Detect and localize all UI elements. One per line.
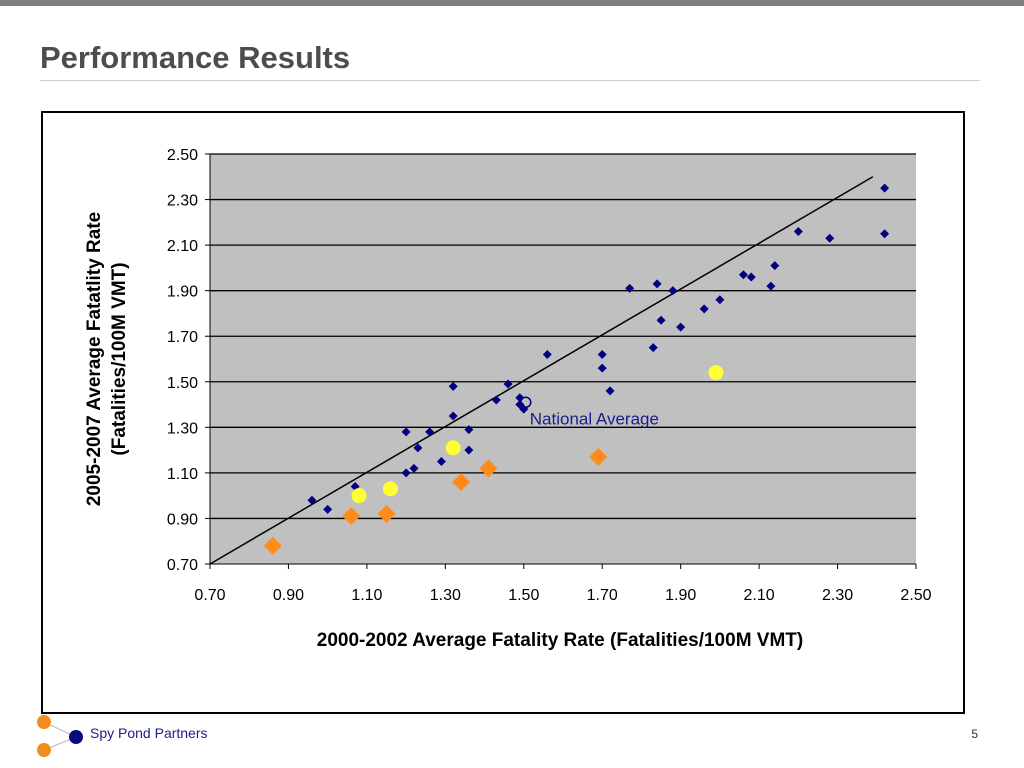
data-point-state [597, 349, 607, 359]
data-point-state [793, 226, 803, 236]
data-point-state [880, 229, 890, 239]
data-point-state [515, 400, 525, 410]
data-point-orange [263, 536, 282, 555]
data-point-state [699, 304, 709, 314]
data-points [263, 183, 890, 555]
data-point-state [448, 381, 458, 391]
scatter-chart: 0.70 0.90 1.10 1.30 1.50 1.70 1.90 2.10 2.30 2.50… [84, 147, 932, 651]
data-point-state [766, 281, 776, 291]
logo-orange-dot-top [37, 715, 51, 729]
x-axis-title: 2000-2002 Average Fatality Rate (Fatalit… [317, 630, 803, 651]
y-tick-label: 1.10 [167, 466, 198, 483]
data-point-state [464, 425, 474, 435]
x-tick-label: 2.50 [900, 587, 931, 604]
data-point-yellow [382, 481, 398, 497]
data-point-state [676, 322, 686, 332]
data-point-state [515, 393, 525, 403]
data-point-yellow [708, 365, 724, 381]
y-tick-labels: 0.70 0.90 1.10 1.30 1.50 1.70 1.90 2.10 2.30 2.50 [167, 147, 198, 574]
data-point-state [652, 279, 662, 289]
logo-navy-dot [69, 730, 83, 744]
data-point-state [597, 363, 607, 373]
company-name: Spy Pond Partners [90, 725, 208, 741]
national-average-marker [520, 396, 532, 409]
y-axis-title-line-1: 2005-2007 Average Fatatlity Rate [84, 212, 105, 506]
reference-line [209, 176, 874, 565]
grid-lines [210, 153, 916, 520]
top-bar [0, 0, 1024, 6]
data-point-state [770, 261, 780, 271]
data-point-state [491, 395, 501, 405]
page-number: 5 [971, 727, 978, 741]
x-tick-label: 0.70 [194, 587, 225, 604]
data-point-state [425, 427, 435, 437]
data-point-orange [377, 504, 396, 523]
x-tick-label: 1.70 [587, 587, 618, 604]
data-point-state [401, 427, 411, 437]
data-point-state [668, 286, 678, 296]
data-point-state [401, 468, 411, 478]
data-point-orange [342, 507, 361, 526]
company-logo [37, 715, 83, 757]
y-tick-label: 0.90 [167, 511, 198, 528]
data-point-state [625, 283, 635, 293]
data-point-orange [452, 473, 471, 491]
x-tick-label: 1.50 [508, 587, 539, 604]
data-point-state [464, 445, 474, 455]
y-axis-title-line-2: (Fatalities/100M VMT) [109, 262, 130, 455]
x-tick-label: 0.90 [273, 587, 304, 604]
axes [205, 153, 917, 569]
y-tick-label: 0.70 [167, 557, 198, 574]
data-point-state [880, 183, 890, 193]
x-tick-labels: 0.70 0.90 1.10 1.30 1.50 1.70 1.90 2.10 2.30 2.50 [194, 587, 931, 604]
data-point-state [503, 379, 513, 389]
data-point-state [413, 443, 423, 453]
y-tick-label: 2.50 [167, 147, 198, 164]
x-tick-label: 1.90 [665, 587, 696, 604]
data-point-orange [589, 447, 608, 466]
y-axis-title: 2005-2007 Average Fatatlity Rate (Fatali… [84, 212, 130, 506]
data-point-yellow [445, 440, 461, 456]
x-tick-label: 2.30 [822, 587, 853, 604]
y-tick-label: 2.10 [167, 238, 198, 255]
x-tick-label: 1.10 [351, 587, 382, 604]
data-point-state [648, 343, 658, 353]
data-point-state [825, 233, 835, 243]
y-tick-label: 1.90 [167, 284, 198, 301]
slide-title: Performance Results [40, 40, 351, 75]
y-tick-label: 1.50 [167, 375, 198, 392]
y-tick-label: 1.30 [167, 420, 198, 437]
data-point-state [746, 272, 756, 282]
x-tick-label: 1.30 [430, 587, 461, 604]
title-divider [40, 80, 980, 81]
data-point-state [656, 315, 666, 325]
data-point-state [436, 457, 446, 466]
data-point-state [738, 270, 748, 280]
data-point-state [307, 495, 317, 505]
data-point-yellow [351, 488, 367, 504]
data-point-state [605, 386, 615, 396]
data-point-state [542, 349, 552, 359]
data-point-state [409, 463, 419, 473]
national-average-label: National Average [530, 409, 659, 428]
data-point-state [323, 504, 333, 514]
data-point-state [448, 411, 458, 421]
data-point-state [715, 295, 725, 305]
chart-frame: 0.70 0.90 1.10 1.30 1.50 1.70 1.90 2.10 2.30 2.50… [41, 111, 965, 714]
y-tick-label: 2.30 [167, 193, 198, 210]
logo-orange-dot-bottom [37, 743, 51, 757]
data-point-orange [479, 459, 498, 478]
x-tick-label: 2.10 [744, 587, 775, 604]
y-tick-label: 1.70 [167, 329, 198, 346]
